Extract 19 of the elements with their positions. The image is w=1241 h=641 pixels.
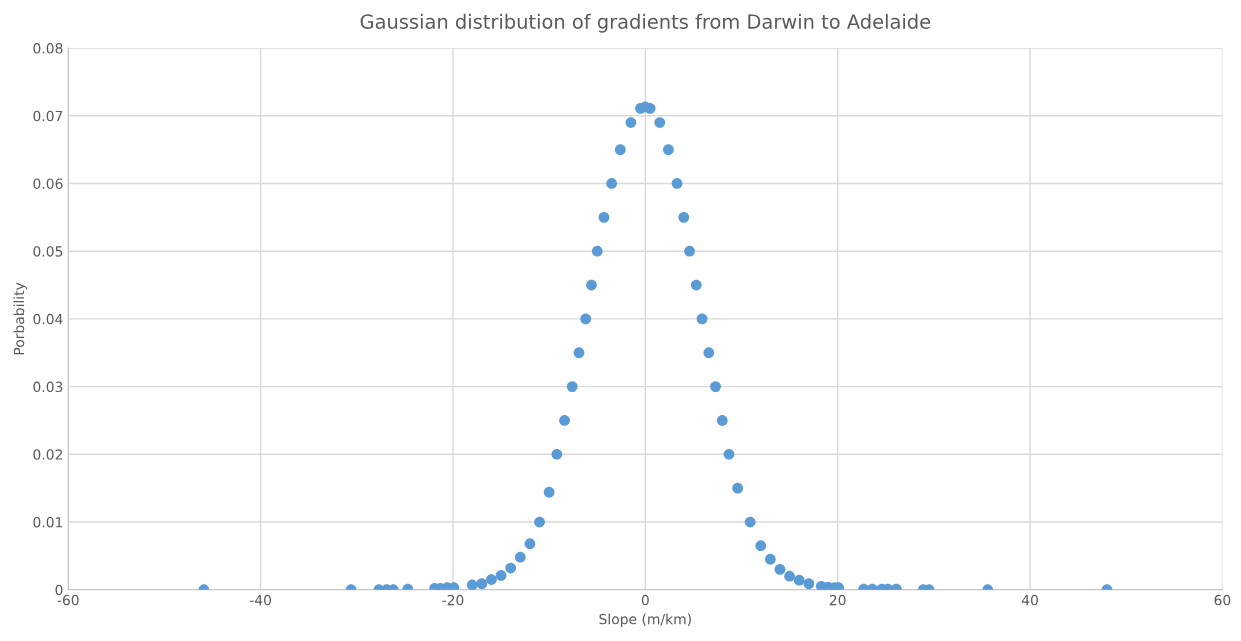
y-tick-label: 0 [55, 584, 63, 596]
x-tick-label: 60 [1214, 594, 1231, 606]
y-tick-label: 0.07 [33, 110, 63, 122]
x-tick-label: 40 [1021, 594, 1038, 606]
chart-title: Gaussian distribution of gradients from Darwin to Adelaide [360, 13, 931, 33]
y-tick-label: 0.01 [33, 516, 63, 528]
x-tick-label: -40 [249, 594, 272, 606]
x-tick-label: -60 [57, 594, 79, 606]
y-tick-label: 0.04 [33, 313, 63, 325]
y-axis-title: Porbability [13, 282, 27, 355]
x-tick-label: -20 [442, 594, 464, 606]
x-tick-label: 0 [641, 594, 649, 606]
y-tick-label: 0.02 [33, 449, 62, 460]
y-tick-label: 0.03 [33, 381, 63, 393]
x-tick-label: 20 [829, 594, 846, 606]
y-tick-label: 0.08 [33, 43, 63, 54]
y-tick-label: 0.05 [33, 246, 63, 257]
x-axis-title: Slope (m/km) [599, 613, 691, 628]
y-tick-label: 0.06 [33, 178, 63, 189]
